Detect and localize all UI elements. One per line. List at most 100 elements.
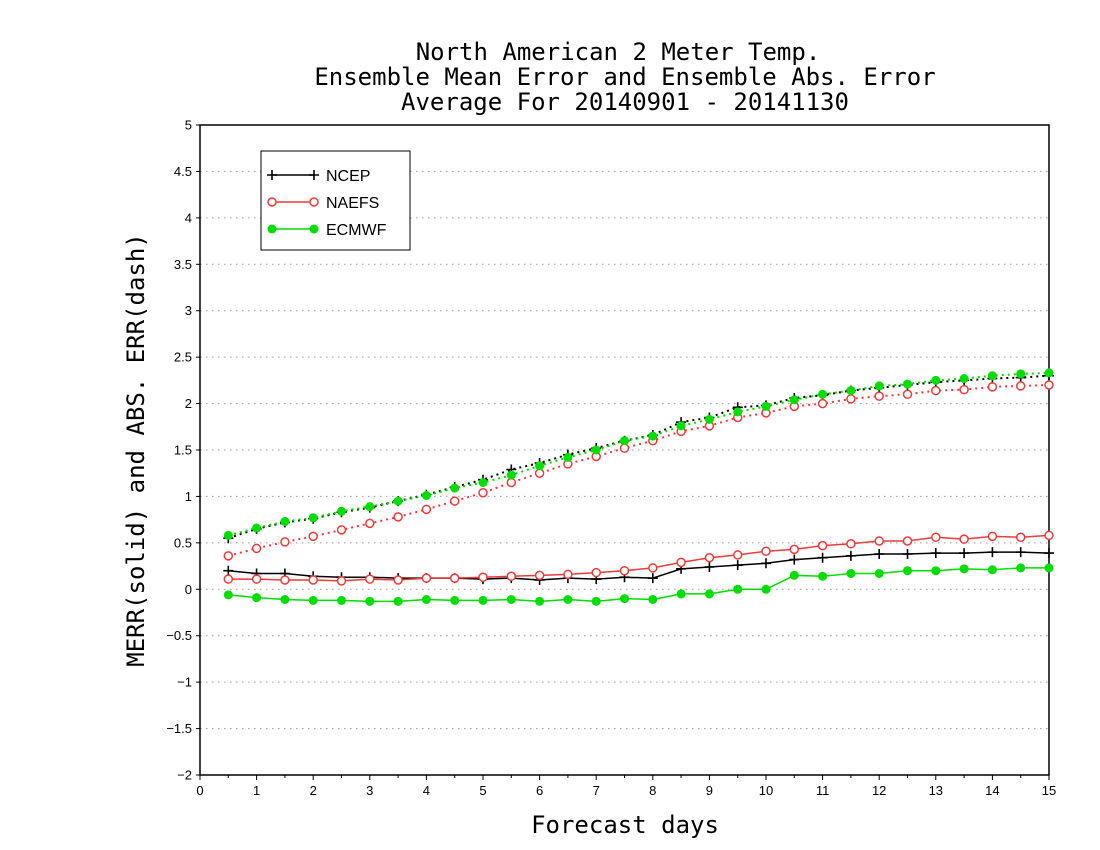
ecmwf-abs-err-filled-marker	[987, 371, 997, 381]
naefs-merr-open-marker	[676, 557, 686, 568]
ecmwf-abs-err-line	[228, 371, 1050, 537]
ecmwf-abs-err-filled-marker	[903, 379, 912, 389]
y-axis-ticks: −2 −1.5 −1 −0.5 0 0.5 1 1.5 2 2.5 3 3.5 4 4.5 5	[166, 118, 200, 783]
naefs-abs-err-line	[228, 384, 1050, 557]
naefs-abs-err-open-marker	[1044, 380, 1054, 390]
ecmwf-merr-filled-marker	[393, 596, 403, 606]
x-tick-label: 0	[196, 783, 203, 798]
plot-frame	[199, 124, 1050, 776]
ecmwf-abs-err-filled-marker	[931, 375, 941, 385]
naefs-merr-open-marker	[506, 571, 517, 582]
ecmwf-merr-filled-marker	[535, 596, 545, 606]
naefs-abs-err-open-marker	[506, 477, 517, 488]
naefs-abs-err-open-marker	[449, 496, 460, 506]
y-tick-label: 0.5	[174, 535, 192, 550]
y-tick-label: 4	[185, 210, 192, 225]
y-tick-label: −1	[177, 675, 192, 690]
ecmwf-abs-err-filled-marker	[421, 491, 431, 500]
y-axis-title: MERR(solid) and ABS. ERR(dash)	[122, 233, 150, 666]
naefs-merr-open-marker	[449, 573, 460, 583]
y-tick-label: −2	[177, 768, 192, 783]
ecmwf-abs-err-filled-marker	[648, 431, 658, 441]
naefs-abs-err-open-marker	[846, 394, 856, 404]
ecmwf-abs-err-filled-marker	[365, 502, 375, 512]
x-tick-label: 10	[759, 783, 773, 798]
x-tick-label: 3	[366, 783, 373, 798]
ecmwf-merr-filled-marker	[506, 595, 516, 604]
naefs-merr-open-marker	[365, 574, 375, 584]
ecmwf-abs-err-filled-marker	[620, 436, 629, 446]
naefs-merr-open-marker	[648, 563, 658, 573]
chart-title: North American 2 Meter Temp. Ensemble Me…	[314, 38, 935, 116]
ncep-merr-plus-marker	[845, 550, 856, 561]
legend-naefs-open-marker	[309, 197, 319, 207]
y-tick-label: −1.5	[166, 721, 192, 736]
naefs-merr-open-marker	[732, 550, 743, 560]
ecmwf-abs-err-filled-marker	[959, 374, 969, 383]
legend-naefs-label: NAEFS	[326, 195, 379, 212]
naefs-merr-open-marker	[280, 575, 290, 585]
ecmwf-abs-err-filled-marker	[563, 452, 573, 462]
y-tick-label: 0	[185, 582, 192, 597]
ecmwf-merr-filled-marker	[252, 593, 262, 603]
ncep-merr-plus-marker	[223, 565, 234, 576]
ecmwf-merr-filled-marker	[308, 595, 318, 605]
y-tick-label: 3.5	[174, 257, 192, 272]
y-tick-label: 3	[185, 303, 192, 318]
naefs-merr-open-marker	[846, 539, 856, 549]
naefs-merr-open-marker	[393, 575, 403, 585]
naefs-merr-open-marker	[478, 572, 488, 582]
naefs-merr-open-marker	[789, 544, 800, 555]
y-tick-label: 1.5	[174, 443, 192, 458]
ecmwf-abs-err-filled-marker	[393, 496, 403, 506]
ecmwf-merr-filled-marker	[733, 584, 743, 594]
title-line-3: Average For 20140901 - 20141130	[401, 88, 849, 116]
ecmwf-abs-err-filled-marker	[818, 389, 828, 399]
naefs-merr-open-marker	[704, 552, 715, 563]
ecmwf-abs-err-filled-marker	[704, 414, 714, 424]
naefs-abs-err-open-marker	[365, 518, 375, 529]
x-tick-label: 11	[816, 783, 830, 798]
naefs-abs-err-open-marker	[336, 525, 347, 535]
y-tick-label: −0.5	[166, 628, 192, 643]
ecmwf-merr-filled-marker	[959, 564, 969, 574]
ecmwf-abs-err-filled-marker	[846, 386, 856, 396]
naefs-merr-open-marker	[534, 570, 545, 581]
naefs-abs-err-open-marker	[874, 391, 884, 401]
ecmwf-merr-filled-marker	[365, 596, 375, 606]
ecmwf-merr-filled-marker	[280, 595, 290, 604]
x-tick-label: 9	[706, 783, 713, 798]
naefs-abs-err-open-marker	[421, 504, 432, 515]
naefs-abs-err-open-marker	[251, 543, 262, 554]
ecmwf-merr-filled-marker	[450, 595, 460, 605]
legend-ncep-plus-marker	[267, 170, 277, 180]
x-tick-label: 2	[310, 783, 317, 798]
naefs-abs-err-open-marker	[393, 512, 403, 522]
ecmwf-merr-line	[228, 567, 1049, 603]
naefs-merr-open-marker	[987, 531, 998, 542]
ecmwf-abs-err-filled-marker	[874, 381, 884, 391]
ecmwf-abs-err-filled-marker	[506, 470, 516, 480]
naefs-merr-open-marker	[761, 546, 771, 556]
naefs-merr-open-marker	[421, 573, 432, 583]
ncep-merr-plus-marker	[1015, 547, 1026, 558]
ncep-merr-plus-marker	[1044, 548, 1054, 559]
naefs-abs-err-open-marker	[534, 468, 545, 478]
ncep-merr-plus-marker	[959, 548, 970, 559]
ecmwf-abs-err-filled-marker	[280, 517, 290, 526]
ecmwf-abs-err-filled-marker	[789, 395, 799, 405]
ecmwf-merr-filled-marker	[563, 595, 573, 604]
ncep-merr-plus-marker	[902, 549, 913, 559]
ecmwf-abs-err-filled-marker	[308, 513, 318, 523]
ecmwf-abs-err-filled-marker	[761, 401, 771, 411]
ecmwf-abs-err-filled-marker	[478, 478, 488, 487]
x-axis-title: Forecast days	[531, 811, 719, 839]
naefs-merr-open-marker	[563, 569, 573, 580]
x-tick-label: 15	[1042, 783, 1056, 798]
ecmwf-merr-filled-marker	[620, 594, 629, 604]
y-tick-label: 4.5	[174, 164, 192, 179]
naefs-abs-err-open-marker	[1015, 381, 1026, 391]
naefs-merr-open-marker	[1015, 532, 1026, 543]
x-tick-label: 1	[253, 783, 260, 798]
x-tick-label: 6	[536, 783, 543, 798]
